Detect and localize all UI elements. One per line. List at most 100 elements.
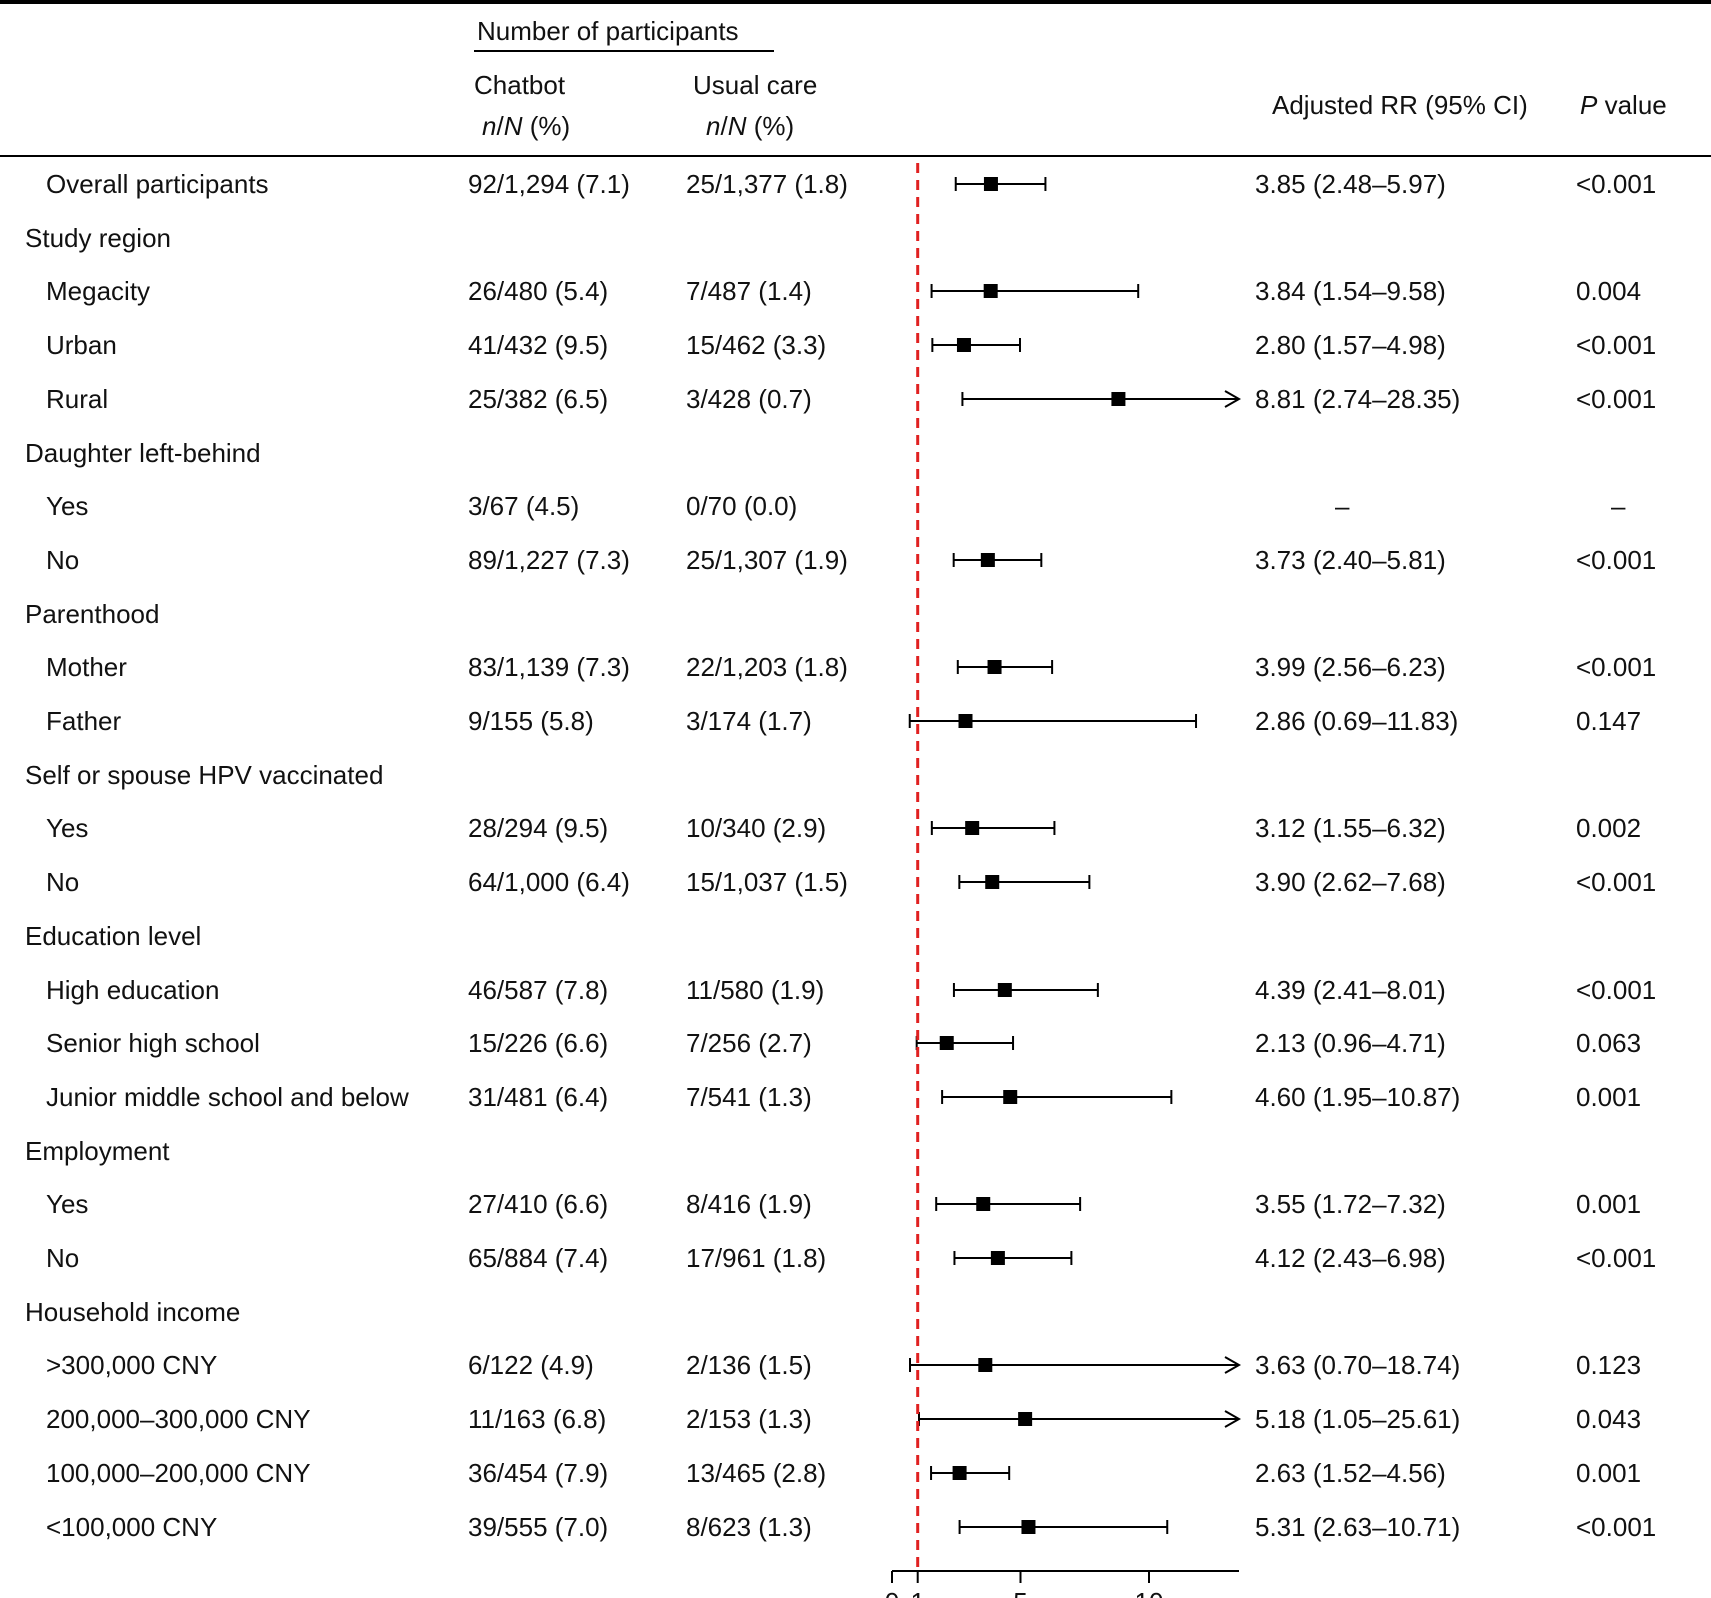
rr-point <box>980 553 995 567</box>
rr-point <box>956 338 971 352</box>
rr-point <box>985 875 1000 889</box>
row-label: No <box>46 545 80 575</box>
x-tick-label: 1 <box>910 1587 924 1598</box>
rr-point <box>1021 1520 1036 1534</box>
chatbot-sub-N: N <box>503 111 523 141</box>
p-value: <0.001 <box>1576 545 1657 575</box>
p-value: <0.001 <box>1576 330 1657 360</box>
group-label: Study region <box>25 223 171 253</box>
rr-ci-text: 8.81 (2.74–28.35) <box>1255 384 1461 414</box>
usual-care-count: 3/428 (0.7) <box>686 384 812 414</box>
rr-point <box>965 821 980 835</box>
chatbot-count: 89/1,227 (7.3) <box>468 545 630 575</box>
rr-ci-text: 2.63 (1.52–4.56) <box>1255 1458 1446 1488</box>
usual-care-count: 8/416 (1.9) <box>686 1189 812 1219</box>
p-value: <0.001 <box>1576 652 1657 682</box>
chatbot-subheader: n/N (%) <box>482 111 571 141</box>
rr-ci-text: 3.85 (2.48–5.97) <box>1255 169 1446 199</box>
usual-care-count: 15/1,037 (1.5) <box>686 867 848 897</box>
chatbot-count: 83/1,139 (7.3) <box>468 652 630 682</box>
row-label: Yes <box>46 1189 89 1219</box>
p-value: <0.001 <box>1576 1243 1657 1273</box>
row-label: High education <box>46 975 220 1005</box>
rr-ci-text: – <box>1335 491 1350 521</box>
p-value-header-italic: P <box>1580 90 1598 120</box>
usual-care-count: 25/1,377 (1.8) <box>686 169 848 199</box>
rr-point <box>958 714 973 728</box>
usual-care-count: 22/1,203 (1.8) <box>686 652 848 682</box>
group-label: Parenthood <box>25 599 160 629</box>
row-label: No <box>46 1243 80 1273</box>
usual-care-count: 13/465 (2.8) <box>686 1458 827 1488</box>
usual-sub-pct: (%) <box>753 111 795 141</box>
group-label: Education level <box>25 921 202 951</box>
row-label: >300,000 CNY <box>46 1350 218 1380</box>
ci-arrow <box>1224 1410 1242 1428</box>
p-value: <0.001 <box>1576 169 1657 199</box>
rr-point <box>978 1358 993 1372</box>
rr-header: Adjusted RR (95% CI) <box>1272 90 1528 120</box>
group-label: Daughter left-behind <box>25 438 261 468</box>
usual-sub-n: n <box>706 111 721 141</box>
rr-point <box>990 1251 1005 1265</box>
row-label: Megacity <box>46 276 151 306</box>
usual-care-count: 17/961 (1.8) <box>686 1243 827 1273</box>
rr-ci-text: 3.99 (2.56–6.23) <box>1255 652 1446 682</box>
p-value: 0.063 <box>1576 1028 1642 1058</box>
row-label: 200,000–300,000 CNY <box>46 1404 311 1434</box>
rr-ci-text: 2.86 (0.69–11.83) <box>1255 706 1459 736</box>
usual-care-count: 2/136 (1.5) <box>686 1350 812 1380</box>
rr-ci-text: 3.73 (2.40–5.81) <box>1255 545 1446 575</box>
chatbot-count: 41/432 (9.5) <box>468 330 609 360</box>
row-label: Yes <box>46 813 89 843</box>
p-value: 0.123 <box>1576 1350 1642 1380</box>
rr-point <box>987 660 1002 674</box>
p-value: 0.147 <box>1576 706 1642 736</box>
chatbot-count: 28/294 (9.5) <box>468 813 609 843</box>
usual-care-count: 7/487 (1.4) <box>686 276 812 306</box>
usual-care-count: 0/70 (0.0) <box>686 491 798 521</box>
usual-care-count: 7/256 (2.7) <box>686 1028 812 1058</box>
chatbot-count: 31/481 (6.4) <box>468 1082 609 1112</box>
rr-point <box>976 1197 991 1211</box>
rr-ci-text: 4.12 (2.43–6.98) <box>1255 1243 1446 1273</box>
chatbot-count: 65/884 (7.4) <box>468 1243 609 1273</box>
group-label: Employment <box>25 1136 170 1166</box>
chatbot-header: Chatbot <box>474 70 566 100</box>
usual-care-count: 2/153 (1.3) <box>686 1404 812 1434</box>
p-value: 0.001 <box>1576 1458 1642 1488</box>
chatbot-sub-n: n <box>482 111 497 141</box>
chatbot-count: 26/480 (5.4) <box>468 276 609 306</box>
rr-ci-text: 4.39 (2.41–8.01) <box>1255 975 1446 1005</box>
chatbot-count: 3/67 (4.5) <box>468 491 580 521</box>
rr-ci-text: 4.60 (1.95–10.87) <box>1255 1082 1461 1112</box>
chatbot-sub-pct: (%) <box>529 111 571 141</box>
rr-point <box>983 177 998 191</box>
usual-care-count: 3/174 (1.7) <box>686 706 812 736</box>
chatbot-count: 46/587 (7.8) <box>468 975 609 1005</box>
row-label: Junior middle school and below <box>46 1082 409 1112</box>
p-value: <0.001 <box>1576 867 1657 897</box>
usual-care-count: 8/623 (1.3) <box>686 1512 812 1542</box>
row-label: 100,000–200,000 CNY <box>46 1458 311 1488</box>
header-rule <box>0 155 1711 157</box>
rr-ci-text: 2.80 (1.57–4.98) <box>1255 330 1446 360</box>
ci-arrow <box>1224 1356 1242 1374</box>
row-label: Urban <box>46 330 117 360</box>
rr-ci-text: 3.90 (2.62–7.68) <box>1255 867 1446 897</box>
top-rule <box>0 0 1711 4</box>
chatbot-count: 6/122 (4.9) <box>468 1350 594 1380</box>
p-value: 0.002 <box>1576 813 1642 843</box>
p-value-header-rest: value <box>1604 90 1667 120</box>
chatbot-count: 39/555 (7.0) <box>468 1512 609 1542</box>
chatbot-count: 9/155 (5.8) <box>468 706 594 736</box>
usual-care-subheader: n/N (%) <box>706 111 795 141</box>
chatbot-count: 92/1,294 (7.1) <box>468 169 630 199</box>
x-tick-label: 5 <box>1013 1587 1027 1598</box>
rr-point <box>939 1036 954 1050</box>
rr-ci-text: 3.84 (1.54–9.58) <box>1255 276 1446 306</box>
rr-ci-text: 5.31 (2.63–10.71) <box>1255 1512 1461 1542</box>
row-label: Father <box>46 706 122 736</box>
row-label: Rural <box>46 384 109 414</box>
